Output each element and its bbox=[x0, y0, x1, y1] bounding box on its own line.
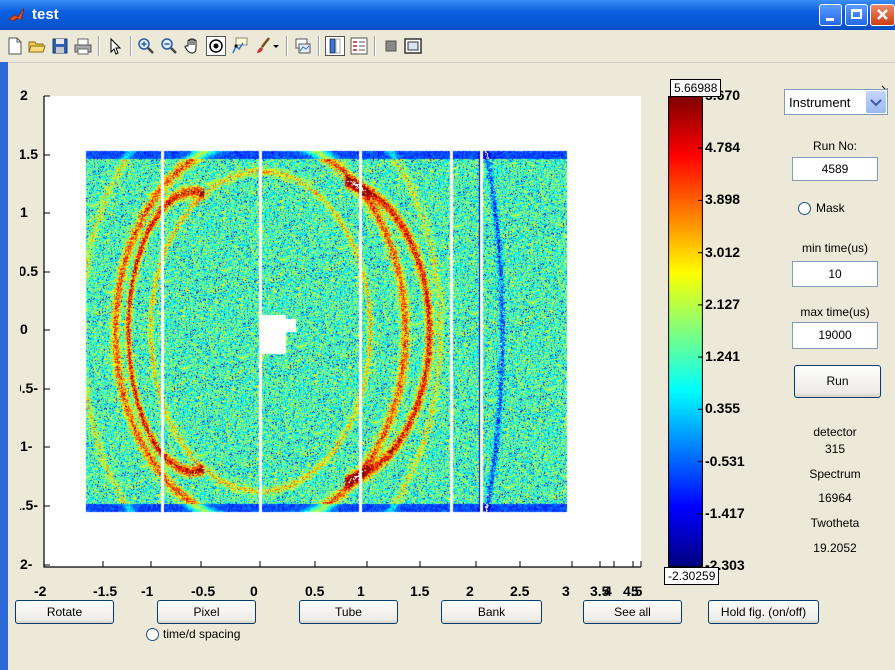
pixel-button[interactable]: Pixel bbox=[157, 600, 256, 624]
rotate-button[interactable]: Rotate bbox=[15, 600, 114, 624]
data-cursor-icon[interactable] bbox=[231, 37, 249, 55]
hide-plot-tools-icon[interactable] bbox=[382, 37, 400, 55]
detector-value: 315 bbox=[824, 442, 846, 456]
zoom-out-icon[interactable] bbox=[160, 37, 178, 55]
detector-label: detector bbox=[813, 425, 857, 439]
x-tick-label: 1.5 bbox=[410, 583, 430, 599]
twotheta-label: Twotheta bbox=[810, 516, 860, 530]
x-tick-label: 1 bbox=[357, 583, 365, 599]
hold-figure-button[interactable]: Hold fig. (on/off) bbox=[708, 600, 819, 624]
colorbar-tick-label: 2.127 bbox=[705, 295, 741, 312]
run-button[interactable]: Run bbox=[794, 365, 881, 398]
window-left-border bbox=[0, 62, 8, 670]
y-tick-label: -1 bbox=[20, 438, 33, 454]
zoom-in-icon[interactable] bbox=[137, 37, 155, 55]
rotate-3d-icon[interactable] bbox=[206, 36, 226, 56]
detector-heatmap[interactable] bbox=[44, 96, 641, 567]
twotheta-value: 19.2052 bbox=[813, 541, 857, 555]
x-tick-label: 4 bbox=[604, 583, 612, 599]
tube-button[interactable]: Tube bbox=[299, 600, 398, 624]
colorbar-tick-label: 0.355 bbox=[705, 400, 741, 417]
close-icon[interactable] bbox=[870, 4, 895, 26]
x-tick-label: -1.5 bbox=[93, 583, 118, 599]
colorbar-tick-label: 1.241 bbox=[705, 348, 741, 365]
x-tick-label: 0 bbox=[250, 583, 258, 599]
x-tick-label: 5 bbox=[631, 583, 639, 599]
colorbar-tick-label: -0.531 bbox=[705, 452, 745, 469]
window-title: test bbox=[32, 6, 59, 23]
colorbar-tick-label: 3.898 bbox=[705, 191, 741, 208]
spacing-label: time/d spacing bbox=[163, 627, 241, 641]
spacing-radio[interactable] bbox=[146, 628, 159, 641]
toolbar-separator bbox=[98, 36, 100, 56]
brush-dropdown-icon[interactable] bbox=[272, 37, 280, 55]
x-tick-label: 3.5 bbox=[590, 583, 610, 599]
y-tick-label: -2 bbox=[20, 556, 33, 572]
matlab-logo-icon bbox=[8, 7, 25, 22]
y-tick-label: 1 bbox=[20, 204, 28, 220]
print-icon[interactable] bbox=[74, 37, 92, 55]
mask-label: Mask bbox=[816, 201, 845, 215]
x-tick-label: 0.5 bbox=[305, 583, 325, 599]
brush-icon[interactable] bbox=[254, 37, 272, 55]
toolbar-separator bbox=[318, 36, 320, 56]
bank-button[interactable]: Bank bbox=[441, 600, 542, 624]
x-tick-label: 4.5 bbox=[623, 583, 643, 599]
show-plot-tools-icon[interactable] bbox=[404, 37, 422, 55]
min-time-label: min time(us) bbox=[801, 241, 868, 255]
toolbar-separator bbox=[130, 36, 132, 56]
max-time-label: max time(us) bbox=[800, 305, 870, 319]
select-arrow-icon[interactable] bbox=[106, 37, 124, 55]
x-tick-label: 3 bbox=[562, 583, 570, 599]
x-tick-label: 2.5 bbox=[510, 583, 530, 599]
colorbar-min-box: -2.30259 bbox=[664, 567, 720, 585]
x-tick-label: -1 bbox=[141, 583, 154, 599]
y-tick-label: 2 bbox=[20, 87, 28, 103]
toolbar-separator bbox=[374, 36, 376, 56]
new-figure-icon[interactable] bbox=[6, 37, 24, 55]
instrument-dropdown-value: Instrument bbox=[789, 95, 851, 110]
pan-hand-icon[interactable] bbox=[183, 37, 201, 55]
chevron-down-icon[interactable] bbox=[866, 91, 886, 113]
max-time-field[interactable]: 19000 bbox=[792, 322, 878, 349]
colorbar-max-box: 5.66988 bbox=[670, 79, 722, 97]
legend-icon[interactable] bbox=[350, 37, 368, 55]
figure-toolbar: ↘ bbox=[0, 30, 895, 95]
colorbar-tick-label: -1.417 bbox=[705, 504, 745, 521]
y-tick-label: 0.5 bbox=[20, 263, 38, 279]
save-icon[interactable] bbox=[51, 37, 69, 55]
link-plot-icon[interactable] bbox=[294, 37, 312, 55]
x-tick-label: -2 bbox=[34, 583, 47, 599]
run-no-label: Run No: bbox=[812, 139, 858, 153]
colorbar[interactable] bbox=[668, 96, 703, 567]
see-all-button[interactable]: See all bbox=[583, 600, 682, 624]
x-tick-label: -0.5 bbox=[191, 583, 216, 599]
run-no-field[interactable]: 4589 bbox=[792, 157, 878, 181]
open-file-icon[interactable] bbox=[28, 37, 46, 55]
toolbar-separator bbox=[286, 36, 288, 56]
mask-radio[interactable] bbox=[798, 202, 811, 215]
colorbar-icon[interactable] bbox=[325, 36, 345, 56]
y-tick-label: -0.5 bbox=[20, 380, 38, 396]
maximize-icon[interactable] bbox=[845, 4, 868, 26]
title-bar: test bbox=[0, 0, 895, 30]
minimize-icon[interactable] bbox=[819, 4, 842, 26]
colorbar-tick-label: 3.012 bbox=[705, 243, 741, 260]
min-time-field[interactable]: 10 bbox=[792, 261, 878, 287]
instrument-dropdown[interactable]: Instrument bbox=[784, 89, 888, 115]
x-tick-label: 2 bbox=[466, 583, 474, 599]
spectrum-label: Spectrum bbox=[809, 467, 861, 481]
spectrum-value: 16964 bbox=[818, 491, 852, 505]
y-tick-label: 1.5 bbox=[20, 146, 38, 162]
y-tick-label: 0 bbox=[20, 321, 28, 337]
colorbar-tick-label: 4.784 bbox=[705, 139, 741, 156]
y-tick-label: -1.5 bbox=[20, 497, 38, 513]
